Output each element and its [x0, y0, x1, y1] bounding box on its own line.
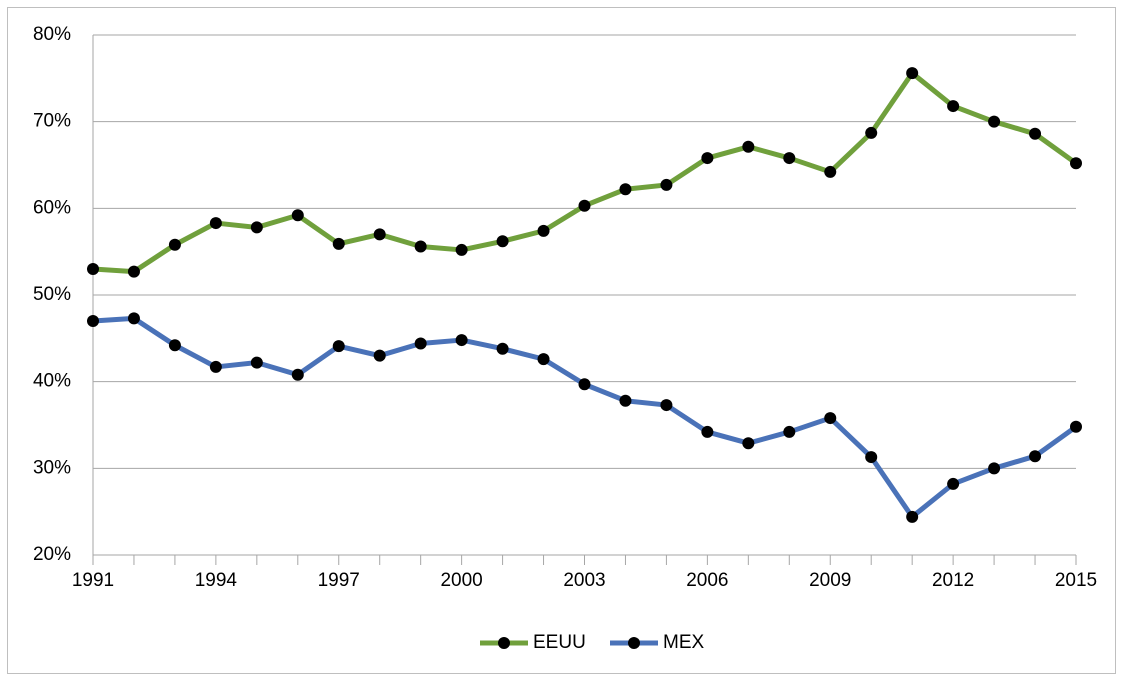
data-point: [619, 394, 632, 407]
data-point: [537, 224, 550, 237]
data-point: [209, 217, 222, 230]
data-point: [87, 263, 99, 275]
data-point: [537, 353, 550, 366]
data-point: [373, 349, 386, 362]
data-point: [1029, 127, 1042, 140]
y-tick-label: 20%: [33, 544, 71, 565]
data-point: [578, 199, 591, 212]
x-tick-label: 1994: [195, 570, 238, 591]
data-point: [87, 315, 99, 327]
data-point: [496, 342, 509, 355]
data-point: [168, 238, 181, 251]
data-point: [209, 360, 222, 373]
data-point: [701, 152, 714, 165]
data-point: [619, 183, 632, 196]
data-point: [414, 337, 427, 350]
data-point: [988, 462, 1001, 475]
y-tick-label: 60%: [33, 197, 71, 218]
data-point: [701, 425, 714, 438]
data-point: [865, 126, 878, 139]
data-point: [332, 237, 345, 250]
data-point: [660, 399, 673, 412]
data-point: [578, 378, 591, 391]
data-point: [127, 265, 140, 278]
data-point: [455, 243, 468, 256]
x-tick-label: 2015: [1055, 570, 1097, 591]
data-point: [1070, 420, 1082, 433]
data-point: [906, 67, 919, 80]
data-point: [988, 115, 1001, 128]
x-tick-label: 2009: [809, 570, 851, 591]
data-point: [291, 209, 304, 222]
legend-label: EEUU: [533, 632, 586, 653]
data-point: [332, 340, 345, 353]
data-point: [455, 334, 468, 347]
data-point: [824, 412, 837, 425]
x-tick-label: 2003: [563, 570, 605, 591]
data-point: [783, 425, 796, 438]
y-tick-label: 40%: [33, 371, 71, 392]
data-point: [1029, 450, 1042, 463]
data-point: [783, 152, 796, 165]
y-tick-label: 30%: [33, 457, 71, 478]
x-tick-label: 2000: [440, 570, 482, 591]
data-point: [742, 437, 755, 450]
data-point: [496, 235, 509, 248]
data-point: [824, 165, 837, 178]
data-point: [660, 178, 673, 191]
x-tick-label: 2012: [932, 570, 974, 591]
data-point: [291, 368, 304, 381]
data-point: [127, 312, 140, 325]
data-point: [250, 221, 263, 234]
data-point: [947, 477, 960, 490]
x-tick-label: 1997: [318, 570, 360, 591]
data-point: [947, 100, 960, 113]
data-point: [742, 140, 755, 153]
y-tick-label: 50%: [33, 284, 71, 305]
data-point: [250, 356, 263, 369]
chart-frame: [7, 7, 1116, 674]
legend-label: MEX: [663, 632, 705, 653]
x-tick-label: 2006: [686, 570, 728, 591]
data-point: [414, 240, 427, 253]
legend-marker: [498, 637, 510, 649]
x-tick-label: 1991: [72, 570, 114, 591]
data-point: [906, 510, 919, 523]
legend-marker: [628, 637, 640, 649]
y-tick-label: 70%: [33, 111, 71, 132]
data-point: [1070, 157, 1082, 170]
data-point: [865, 451, 878, 464]
data-point: [373, 228, 386, 241]
y-tick-label: 80%: [33, 24, 71, 45]
data-point: [168, 339, 181, 352]
